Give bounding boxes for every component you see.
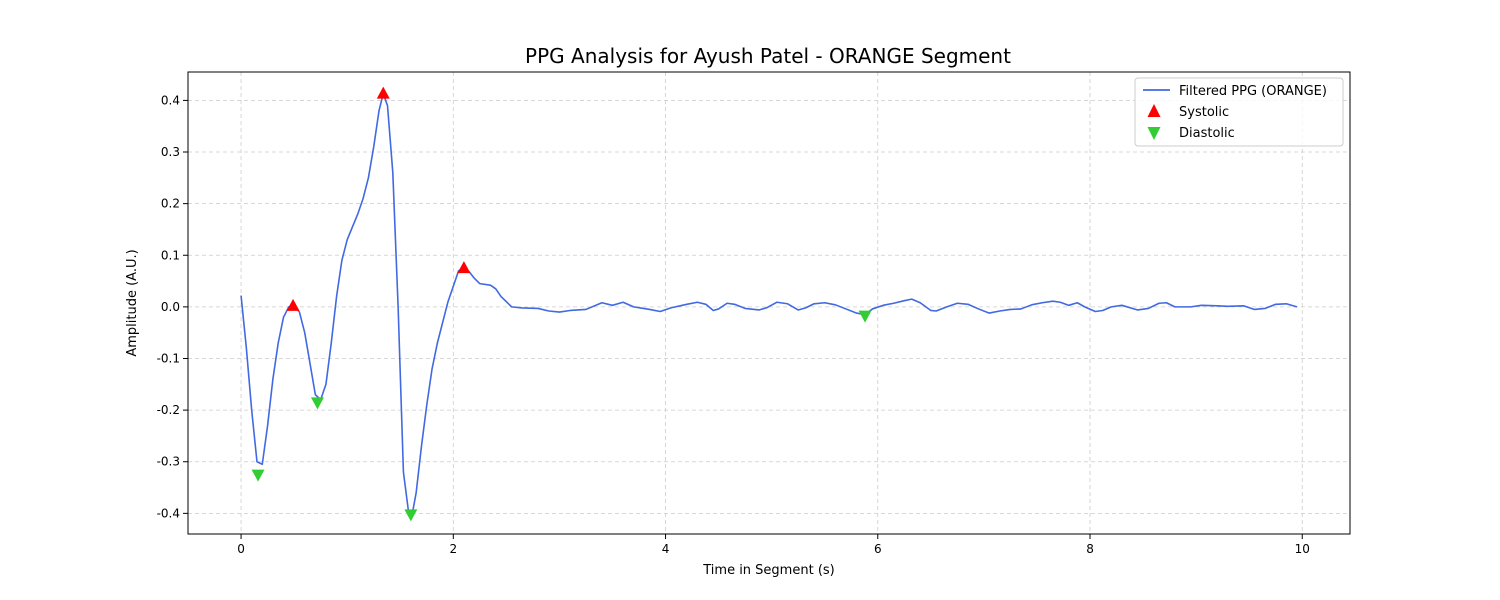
x-tick-label: 10	[1295, 542, 1310, 556]
chart-title: PPG Analysis for Ayush Patel - ORANGE Se…	[525, 44, 1011, 68]
legend-label-filtered: Filtered PPG (ORANGE)	[1179, 84, 1327, 99]
axes-frame	[187, 71, 1351, 535]
x-tick-label: 2	[449, 542, 457, 556]
x-axis-label: Time in Segment (s)	[702, 563, 834, 578]
x-tick-label: 8	[1086, 542, 1094, 556]
y-tick-label: 0.3	[161, 145, 180, 159]
systolic-peak-marker	[286, 298, 300, 311]
diastolic-trough-marker	[858, 310, 872, 323]
diastolic-trough-marker	[404, 509, 418, 522]
y-tick-label: -0.1	[157, 351, 180, 365]
systolic-peak-marker	[457, 261, 471, 274]
plot-area	[240, 86, 1298, 522]
diastolic-trough-marker	[251, 469, 265, 482]
legend-systolic-marker	[1147, 104, 1161, 117]
legend-label-diastolic: Diastolic	[1179, 126, 1235, 141]
y-axis-ticks: -0.4 -0.3 -0.2 -0.1 0.0 0.1 0.2 0.3 0.4	[157, 93, 188, 520]
y-axis-label: Amplitude (A.U.)	[125, 249, 140, 356]
legend-box	[1134, 77, 1344, 147]
y-tick-label: 0.2	[161, 197, 180, 211]
y-tick-label: -0.2	[157, 403, 180, 417]
ppg-series-line	[240, 92, 1298, 517]
legend-diastolic-marker	[1147, 127, 1161, 140]
diastolic-trough-marker	[310, 397, 324, 410]
y-tick-label: -0.4	[157, 506, 180, 520]
y-tick-label: 0.1	[161, 248, 180, 262]
x-tick-label: 6	[874, 542, 882, 556]
x-tick-label: 0	[237, 542, 245, 556]
systolic-peak-marker	[376, 86, 390, 99]
y-tick-label: -0.3	[157, 455, 180, 469]
legend: Filtered PPG (ORANGE) Systolic Diastolic	[1134, 77, 1344, 147]
x-axis-ticks: 0 2 4 6 8 10	[237, 534, 1310, 556]
x-tick-label: 4	[662, 542, 670, 556]
legend-label-systolic: Systolic	[1179, 105, 1229, 120]
y-tick-label: 0.0	[161, 300, 180, 314]
y-tick-label: 0.4	[161, 93, 180, 107]
